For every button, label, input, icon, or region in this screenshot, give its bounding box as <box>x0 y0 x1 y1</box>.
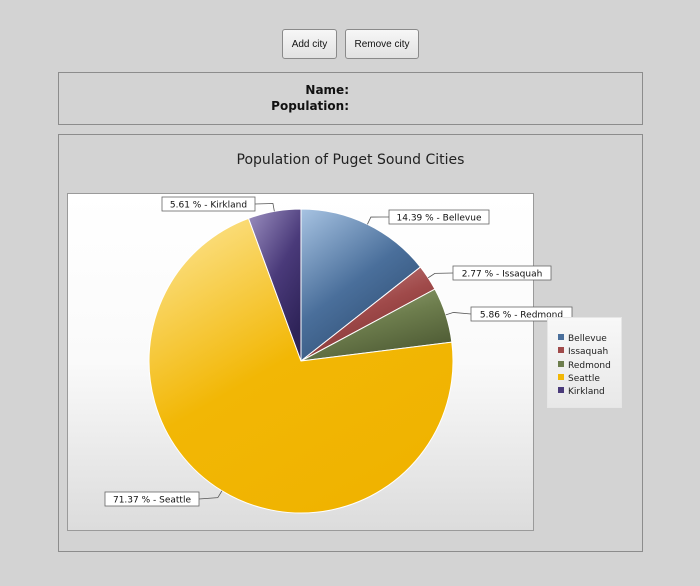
legend-label-kirkland: Kirkland <box>568 387 605 398</box>
pie-chart: 14.39 % - Bellevue 2.77 % - Issaquah 5.86 … <box>104 196 573 514</box>
chart-panel: Population of Puget Sound Cities 14.39 %… <box>58 134 643 552</box>
legend-swatch-kirkland <box>558 387 564 394</box>
pie-slice-seattle[interactable] <box>148 217 454 514</box>
chart-legend: Bellevue Issaquah Redmond Seattle Kirkland <box>547 317 622 408</box>
legend-item-kirkland: Kirkland <box>558 386 621 399</box>
data-label-bellevue: 14.39 % - Bellevue <box>397 214 482 224</box>
legend-label-redmond: Redmond <box>568 360 611 371</box>
data-label-kirkland: 5.61 % - Kirkland <box>170 201 247 211</box>
leader-line-bellevue <box>367 216 390 225</box>
legend-label-bellevue: Bellevue <box>568 334 607 344</box>
leader-line-redmond <box>445 312 472 316</box>
data-label-box-redmond <box>470 306 573 322</box>
legend-item-bellevue: Bellevue <box>558 333 621 346</box>
legend-item-redmond: Redmond <box>558 360 621 373</box>
legend-swatch-seattle <box>558 373 564 380</box>
data-label-box-seattle <box>104 491 200 507</box>
data-label-seattle: 71.37 % - Seattle <box>113 496 191 506</box>
pie-slice-kirkland[interactable] <box>247 208 302 362</box>
legend-label-issaquah: Issaquah <box>568 347 609 358</box>
data-label-box-kirkland <box>161 196 256 212</box>
leader-line-kirkland <box>254 203 275 212</box>
remove-city-button[interactable]: Remove city <box>345 29 419 59</box>
legend-swatch-bellevue <box>558 334 564 340</box>
legend-item-issaquah: Issaquah <box>558 346 621 359</box>
legend-item-seattle: Seattle <box>558 373 621 386</box>
data-label-box-issaquah <box>452 265 552 281</box>
data-label-redmond: 5.86 % - Redmond <box>480 311 563 321</box>
population-label: Population: <box>271 99 349 113</box>
leader-line-seattle <box>198 490 223 500</box>
data-label-box-bellevue <box>388 209 490 225</box>
data-label-issaquah: 2.77 % - Issaquah <box>462 270 543 280</box>
chart-title: Population of Puget Sound Cities <box>236 152 465 168</box>
city-info-panel: Name: Population: <box>58 72 643 125</box>
legend-label-seattle: Seattle <box>568 373 600 384</box>
leader-line-issaquah <box>427 272 454 279</box>
legend-swatch-issaquah <box>558 347 564 354</box>
name-label: Name: <box>305 83 349 97</box>
add-city-button[interactable]: Add city <box>282 29 337 59</box>
legend-swatch-redmond <box>558 360 564 367</box>
